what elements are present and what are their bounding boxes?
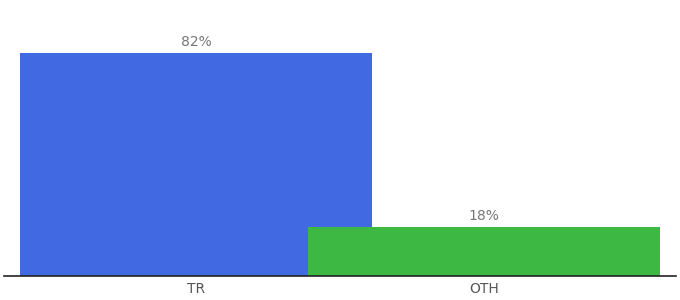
Bar — [308, 227, 660, 276]
Text: 18%: 18% — [469, 209, 499, 223]
Bar — [20, 53, 372, 276]
Text: 82%: 82% — [181, 35, 211, 49]
